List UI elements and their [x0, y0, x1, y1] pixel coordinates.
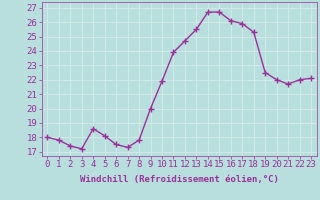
X-axis label: Windchill (Refroidissement éolien,°C): Windchill (Refroidissement éolien,°C): [80, 175, 279, 184]
